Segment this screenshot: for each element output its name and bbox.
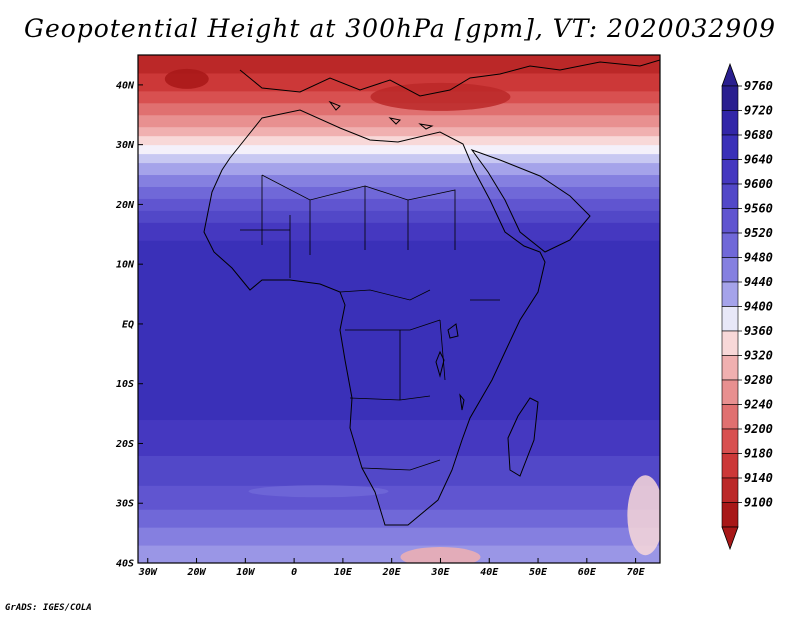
colorbar-label: 9720 — [744, 104, 773, 118]
field-band — [138, 162, 660, 176]
colorbar-segment — [721, 183, 739, 209]
colorbar-label: 9180 — [744, 447, 773, 461]
colorbar-label: 9760 — [744, 79, 773, 93]
colorbar-label: 9400 — [744, 300, 773, 314]
plot-frame — [137, 54, 661, 564]
field-feature — [400, 547, 481, 563]
great-lakes — [435, 323, 465, 411]
field-feature — [248, 485, 389, 498]
latitude-axis: 40N 30N 20N 10N EQ 10S 20S 30S 40S — [115, 80, 143, 570]
lat-label: 20S — [115, 439, 134, 450]
field-feature — [164, 68, 209, 89]
colorbar-segment — [721, 281, 739, 307]
field-feature — [370, 82, 511, 111]
colorbar-segment — [721, 257, 739, 283]
colorbar-segment — [721, 85, 739, 111]
colorbar-label: 9200 — [744, 422, 773, 436]
colorbar-segment — [721, 208, 739, 234]
colorbar-label: 9100 — [744, 496, 773, 510]
colorbar-label: 9360 — [744, 324, 773, 338]
madagascar-coastline — [507, 397, 539, 477]
colorbar-label: 9240 — [744, 398, 773, 412]
colorbar-segment — [721, 428, 739, 454]
colorbar-label: 9520 — [744, 226, 773, 240]
field-band — [138, 55, 660, 74]
colorbar-segment — [721, 453, 739, 479]
lon-label: 10E — [334, 567, 353, 578]
coastlines — [203, 59, 660, 526]
colorbar: 9760 9720 9680 9640 9600 9560 9520 9480 9440 9400… — [721, 62, 773, 551]
lat-label: EQ — [122, 319, 134, 330]
colorbar-label: 9560 — [744, 202, 773, 216]
europe-coastline — [239, 59, 660, 97]
colorbar-label: 9640 — [744, 153, 773, 167]
lat-label: 30N — [115, 140, 135, 151]
lat-label: 30S — [115, 499, 134, 510]
field-band — [138, 527, 660, 546]
lat-label: 40S — [116, 559, 134, 570]
colorbar-segment — [721, 502, 739, 528]
field-band — [138, 509, 660, 528]
lon-label: 60E — [578, 567, 597, 578]
colorbar-top-arrow — [721, 62, 739, 87]
colorbar-label: 9280 — [744, 373, 773, 387]
field-feature — [627, 475, 660, 556]
lon-label: 70E — [627, 567, 646, 578]
lon-label: 30W — [138, 567, 158, 578]
colorbar-segment — [721, 330, 739, 356]
colorbar-segment — [721, 477, 739, 503]
country-borders — [240, 174, 500, 471]
colorbar-label: 9140 — [744, 471, 773, 485]
field-band — [138, 144, 660, 155]
field-band — [138, 455, 660, 486]
lon-label: 0 — [291, 567, 297, 578]
colorbar-label: 9480 — [744, 251, 773, 265]
field-band — [138, 135, 660, 146]
lon-label: 20E — [382, 567, 402, 578]
lat-label: 40N — [116, 80, 135, 91]
lat-label: 20N — [115, 200, 135, 211]
colorbar-segment — [721, 159, 739, 185]
colorbar-segment — [721, 355, 739, 381]
lon-label: 10W — [236, 567, 255, 578]
field-band — [138, 186, 660, 199]
field-band — [138, 210, 660, 223]
map-title: Geopotential Height at 300hPa [gpm], VT:… — [23, 14, 777, 43]
colorbar-segment — [721, 306, 739, 332]
field-band — [138, 485, 660, 510]
colorbar-segment — [721, 404, 739, 430]
field-band — [138, 198, 660, 211]
field-band — [138, 72, 660, 92]
lon-label: 40E — [480, 567, 499, 578]
lat-label: 10S — [116, 379, 134, 390]
lon-label: 50E — [529, 567, 548, 578]
colorbar-label: 9680 — [744, 128, 773, 142]
height-field — [138, 55, 660, 563]
credit-text: GrADS: IGES/COLA — [5, 603, 92, 613]
colorbar-segment — [721, 232, 739, 258]
lon-label: 20W — [187, 567, 207, 578]
colorbar-segment — [721, 134, 739, 160]
field-band — [138, 419, 660, 456]
field-band — [138, 174, 660, 187]
field-band — [138, 102, 660, 116]
colorbar-label: 9600 — [744, 177, 773, 191]
mediterranean-islands — [328, 100, 434, 130]
africa-coastline — [203, 109, 546, 526]
field-band — [138, 126, 660, 137]
colorbar-label: 9440 — [744, 275, 773, 289]
longitude-axis: 30W 20W 10W 0 10E 20E 30E 40E 50E 60E 70E — [138, 558, 646, 578]
arabia-coastline — [470, 148, 591, 253]
lon-label: 30E — [430, 567, 450, 578]
field-band — [138, 153, 660, 164]
colorbar-segment — [721, 110, 739, 136]
field-band — [138, 545, 660, 563]
colorbar-bottom-arrow — [721, 526, 739, 551]
colorbar-segment — [721, 379, 739, 405]
colorbar-label: 9320 — [744, 349, 773, 363]
lat-label: 10N — [116, 260, 135, 271]
field-band — [138, 222, 660, 241]
